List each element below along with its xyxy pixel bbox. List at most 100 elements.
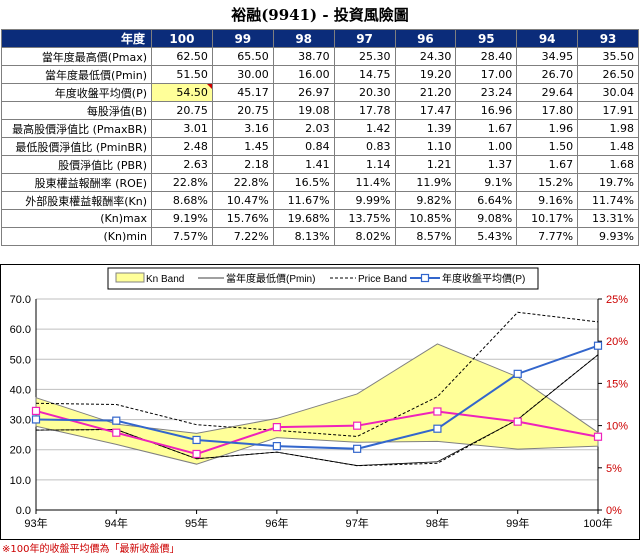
row-label: 當年度最高價(Pmax) (1, 47, 152, 66)
table-cell: 6.64% (455, 191, 518, 210)
x-tick-label: 99年 (506, 516, 529, 530)
table-row: (Kn)min 7.57% 7.22% 8.13% 8.02% 8.57% 5.43% 7.7… (1, 227, 639, 246)
table-cell: 2.48 (151, 137, 213, 156)
legend-kn-band-label: Kn Band (146, 274, 184, 285)
table-row: 年度收盤平均價(P) 54.50 45.17 26.97 20.30 21.20 23.24… (1, 83, 639, 102)
price-point (353, 444, 362, 453)
row-label: (Kn)min (1, 227, 152, 246)
legend-price-band-label: Price Band (358, 274, 407, 285)
table-cell: 11.4% (333, 173, 396, 192)
table-cell: 3.16 (211, 119, 274, 138)
x-tick-label: 98年 (426, 516, 449, 530)
page-title: 裕融(9941) - 投資風險圖 (231, 6, 409, 24)
table-cell: 1.41 (272, 155, 335, 174)
y2-tick-label: 10% (606, 421, 628, 433)
table-header-row: 年度 100 99 98 97 96 95 94 93 (1, 29, 639, 48)
table-cell: 9.82% (394, 191, 457, 210)
y-tick-label: 50.0 (10, 354, 31, 366)
kn-point (192, 449, 201, 459)
table-cell: 62.50 (151, 47, 213, 66)
table-cell: 1.68 (577, 155, 639, 174)
table-row: 股東權益報酬率 (ROE) 22.8% 22.8% 16.5% 11.4% 11.9% 9.… (1, 173, 639, 192)
table-cell: 3.01 (151, 119, 213, 138)
table-cell: 10.85% (394, 209, 457, 228)
risk-table: 年度 100 99 98 97 96 95 94 93 當年度最高價(Pmax) 62.50 65.… (1, 29, 639, 246)
table-row: 最低股價淨值比 (PminBR) 2.48 1.45 0.84 0.83 1.10 1.00… (1, 137, 639, 156)
table-cell: 1.50 (516, 137, 579, 156)
row-label: 最低股價淨值比 (PminBR) (1, 137, 152, 156)
kn-point (353, 421, 362, 430)
x-tick-label: 94年 (105, 516, 128, 530)
table-cell: 9.19% (151, 209, 213, 228)
table-cell: 8.02% (333, 227, 396, 246)
table-cell: 1.67 (516, 155, 579, 174)
y2-tick-label: 15% (606, 378, 628, 390)
table-cell: 19.7% (577, 173, 639, 192)
table-cell: 17.91 (577, 101, 639, 120)
legend-price-label: 年度收盤平均價(P) (442, 272, 525, 285)
table-cell: 8.13% (272, 227, 335, 246)
table-row: 股價淨值比 (PBR) 2.63 2.18 1.41 1.14 1.21 1.37 1.67 1… (1, 155, 639, 174)
table-cell: 25.30 (333, 47, 396, 66)
table-cell: 14.75 (333, 65, 396, 84)
table-cell: 1.45 (211, 137, 274, 156)
kn-point (31, 406, 41, 416)
table-cell: 19.68% (272, 209, 335, 228)
table-cell: 26.97 (272, 83, 335, 102)
table-cell: 20.75 (211, 101, 274, 120)
kn-point (272, 423, 281, 432)
table-cell: 8.57% (394, 227, 457, 246)
row-label: 年度收盤平均價(P) (1, 83, 152, 102)
table-cell: 5.43% (455, 227, 518, 246)
table-cell: 29.64 (516, 83, 579, 102)
kn-point (513, 417, 522, 426)
y-tick-label: 70.0 (10, 294, 31, 306)
row-label: 當年度最低價(Pmin) (1, 65, 152, 84)
price-point (31, 415, 41, 424)
risk-chart: 0.0 10.0 20.0 30.0 40.0 50.0 60.0 70.0 0% 5% 10% 15… (0, 264, 640, 540)
header-year: 100 (151, 29, 213, 48)
pmin-line (35, 354, 599, 466)
table-cell: 26.70 (516, 65, 579, 84)
table-cell: 15.76% (211, 209, 274, 228)
table-cell: 16.96 (455, 101, 518, 120)
table-cell: 35.50 (577, 47, 639, 66)
table-cell: 2.63 (151, 155, 213, 174)
x-tick-label: 100年 (583, 516, 612, 530)
table-cell: 9.1% (455, 173, 518, 192)
row-label: (Kn)max (1, 209, 152, 228)
price-point (272, 441, 281, 451)
table-cell: 17.80 (516, 101, 579, 120)
table-cell: 16.00 (272, 65, 335, 84)
y-tick-label: 20.0 (10, 445, 31, 457)
table-cell: 9.16% (516, 191, 579, 210)
table-cell: 26.50 (577, 65, 639, 84)
x-tick-label: 97年 (346, 516, 369, 530)
y2-tick-label: 5% (606, 463, 622, 475)
table-cell: 54.50 (151, 83, 213, 102)
table-cell: 1.14 (333, 155, 396, 174)
table-cell: 30.00 (211, 65, 274, 84)
table-cell: 9.93% (577, 227, 639, 246)
table-cell: 11.9% (394, 173, 457, 192)
table-cell: 7.57% (151, 227, 213, 246)
y-tick-label: 60.0 (10, 324, 31, 336)
table-cell: 2.18 (211, 155, 274, 174)
table-cell: 1.10 (394, 137, 457, 156)
table-cell: 22.8% (151, 173, 213, 192)
table-cell: 20.75 (151, 101, 213, 120)
table-cell: 10.47% (211, 191, 274, 210)
y2-tick-label: 20% (606, 336, 628, 348)
table-cell: 7.22% (211, 227, 274, 246)
table-cell: 11.67% (272, 191, 335, 210)
row-label: 每股淨值(B) (1, 101, 152, 120)
table-cell: 45.17 (211, 83, 274, 102)
kn-point (433, 407, 442, 416)
table-cell: 11.74% (577, 191, 639, 210)
header-year: 93 (577, 29, 639, 48)
price-point (192, 435, 201, 445)
header-year-label: 年度 (1, 29, 152, 48)
y-tick-label: 0.0 (16, 505, 31, 517)
price-line (35, 344, 599, 450)
legend-pmin-label: 當年度最低價(Pmin) (226, 272, 315, 285)
